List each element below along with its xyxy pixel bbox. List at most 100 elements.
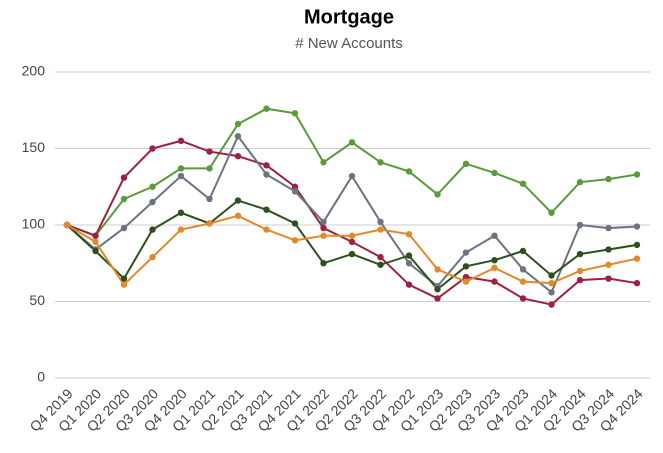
data-point	[206, 148, 213, 155]
data-point	[519, 180, 527, 187]
data-point	[576, 221, 584, 229]
data-point	[177, 137, 185, 145]
data-point	[149, 253, 156, 261]
data-point	[462, 249, 470, 256]
y-tick-label: 150	[22, 139, 46, 155]
data-point	[348, 232, 356, 239]
y-tick-label: 0	[37, 369, 45, 385]
data-point	[519, 278, 527, 285]
data-point	[92, 247, 99, 255]
data-point	[377, 159, 384, 166]
data-point	[348, 139, 356, 146]
data-point	[462, 273, 470, 281]
y-tick-label: 200	[22, 63, 46, 79]
data-point	[548, 272, 555, 279]
data-point	[149, 183, 156, 190]
data-point	[348, 250, 356, 258]
data-point	[234, 120, 242, 128]
data-point	[633, 255, 641, 262]
data-point	[405, 230, 413, 238]
data-point	[149, 198, 156, 206]
data-point	[92, 238, 99, 246]
data-point	[434, 191, 441, 198]
data-point	[120, 174, 128, 181]
data-point	[405, 168, 413, 175]
data-point	[291, 110, 299, 117]
data-point	[605, 224, 612, 232]
data-point	[320, 232, 327, 239]
data-point	[491, 232, 498, 239]
data-point	[234, 152, 242, 160]
series-line	[66, 107, 638, 237]
data-point	[177, 226, 185, 233]
data-point	[92, 232, 99, 239]
data-point	[576, 276, 584, 284]
chart-subtitle: # New Accounts	[295, 35, 403, 52]
data-point	[605, 246, 612, 253]
data-point	[206, 195, 213, 203]
data-point	[291, 183, 299, 190]
data-point	[519, 295, 527, 302]
data-point	[491, 278, 498, 285]
data-point	[548, 209, 555, 216]
data-point	[120, 281, 128, 288]
data-point	[548, 279, 555, 287]
data-point	[291, 237, 299, 244]
data-point	[177, 209, 185, 216]
data-point	[576, 267, 584, 275]
data-point	[491, 264, 498, 272]
data-point	[377, 226, 384, 233]
data-point	[633, 223, 641, 230]
data-point	[405, 260, 413, 267]
data-point	[177, 165, 185, 172]
data-point	[633, 241, 641, 249]
data-point	[434, 286, 441, 293]
data-point	[149, 226, 156, 233]
data-point	[462, 160, 470, 167]
data-point	[320, 218, 327, 226]
data-point	[548, 289, 555, 296]
data-point	[519, 266, 527, 273]
data-point	[519, 247, 527, 255]
data-point	[120, 195, 128, 203]
data-point	[320, 159, 327, 166]
data-point	[120, 224, 128, 232]
chart-title: Mortgage	[304, 6, 394, 28]
data-point	[434, 295, 441, 302]
data-point	[377, 253, 384, 261]
data-point	[234, 197, 242, 204]
data-point	[633, 171, 641, 178]
data-point	[206, 220, 213, 227]
data-point	[120, 275, 128, 282]
data-point	[633, 279, 641, 287]
data-point	[320, 260, 327, 267]
y-tick-label: 50	[29, 292, 45, 308]
data-point	[576, 250, 584, 258]
data-point	[263, 171, 270, 178]
data-point	[263, 226, 270, 233]
data-point	[576, 178, 584, 186]
data-point	[263, 206, 270, 213]
y-tick-label: 100	[22, 216, 46, 232]
data-point	[405, 252, 413, 259]
data-point	[320, 224, 327, 232]
data-point	[548, 301, 555, 308]
data-point	[462, 278, 470, 285]
data-point	[462, 263, 470, 270]
data-point	[234, 212, 242, 220]
data-point	[291, 188, 299, 195]
data-point	[605, 261, 612, 268]
data-point	[263, 162, 270, 169]
data-point	[434, 266, 441, 273]
data-point	[291, 220, 299, 227]
data-point	[405, 281, 413, 288]
data-point	[348, 238, 356, 246]
data-point	[348, 172, 356, 180]
data-point	[377, 261, 384, 268]
data-point	[605, 275, 612, 282]
data-point	[605, 175, 612, 183]
data-point	[491, 169, 498, 177]
data-point	[206, 165, 213, 172]
data-point	[377, 218, 384, 226]
